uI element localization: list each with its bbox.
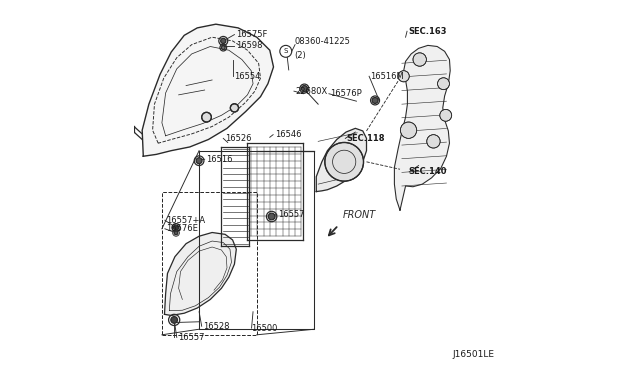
- Text: 16546: 16546: [275, 130, 301, 139]
- Polygon shape: [164, 232, 236, 315]
- Text: 16554: 16554: [234, 72, 261, 81]
- Text: 16575F: 16575F: [236, 30, 268, 39]
- Circle shape: [221, 46, 225, 49]
- Text: FRONT: FRONT: [342, 210, 376, 220]
- Text: (2): (2): [294, 51, 307, 60]
- Circle shape: [325, 142, 364, 181]
- Polygon shape: [394, 45, 450, 210]
- Text: 16516M: 16516M: [370, 72, 404, 81]
- Text: 16557: 16557: [178, 333, 204, 342]
- Circle shape: [230, 104, 239, 112]
- Text: 16598: 16598: [236, 41, 263, 50]
- Text: SEC.140: SEC.140: [408, 167, 447, 176]
- Circle shape: [268, 213, 275, 220]
- Text: 16526: 16526: [225, 134, 252, 143]
- Bar: [162, 192, 257, 335]
- Text: 16500: 16500: [251, 324, 278, 333]
- Circle shape: [173, 225, 179, 230]
- Polygon shape: [142, 24, 273, 156]
- Text: 16576P: 16576P: [330, 89, 362, 98]
- Text: J16501LE: J16501LE: [453, 350, 495, 359]
- Polygon shape: [316, 128, 367, 192]
- Circle shape: [398, 71, 410, 82]
- Text: 16576E: 16576E: [166, 224, 198, 233]
- Text: 16528: 16528: [203, 322, 229, 331]
- Circle shape: [413, 53, 426, 66]
- Text: SEC.163: SEC.163: [408, 27, 447, 36]
- Text: 16557+A: 16557+A: [166, 216, 205, 225]
- Circle shape: [301, 86, 307, 92]
- Circle shape: [174, 231, 178, 235]
- Circle shape: [401, 122, 417, 138]
- Text: 22680X: 22680X: [296, 87, 328, 96]
- Circle shape: [202, 112, 211, 122]
- Circle shape: [196, 158, 202, 164]
- Circle shape: [440, 109, 452, 121]
- Circle shape: [427, 135, 440, 148]
- Text: 08360-41225: 08360-41225: [294, 37, 351, 46]
- Text: 16516: 16516: [207, 155, 233, 164]
- Text: SEC.118: SEC.118: [347, 134, 385, 143]
- Circle shape: [438, 78, 449, 90]
- Circle shape: [171, 317, 177, 323]
- Text: 16557: 16557: [278, 210, 305, 219]
- Circle shape: [372, 97, 378, 103]
- Text: S: S: [284, 48, 288, 54]
- Circle shape: [221, 38, 226, 44]
